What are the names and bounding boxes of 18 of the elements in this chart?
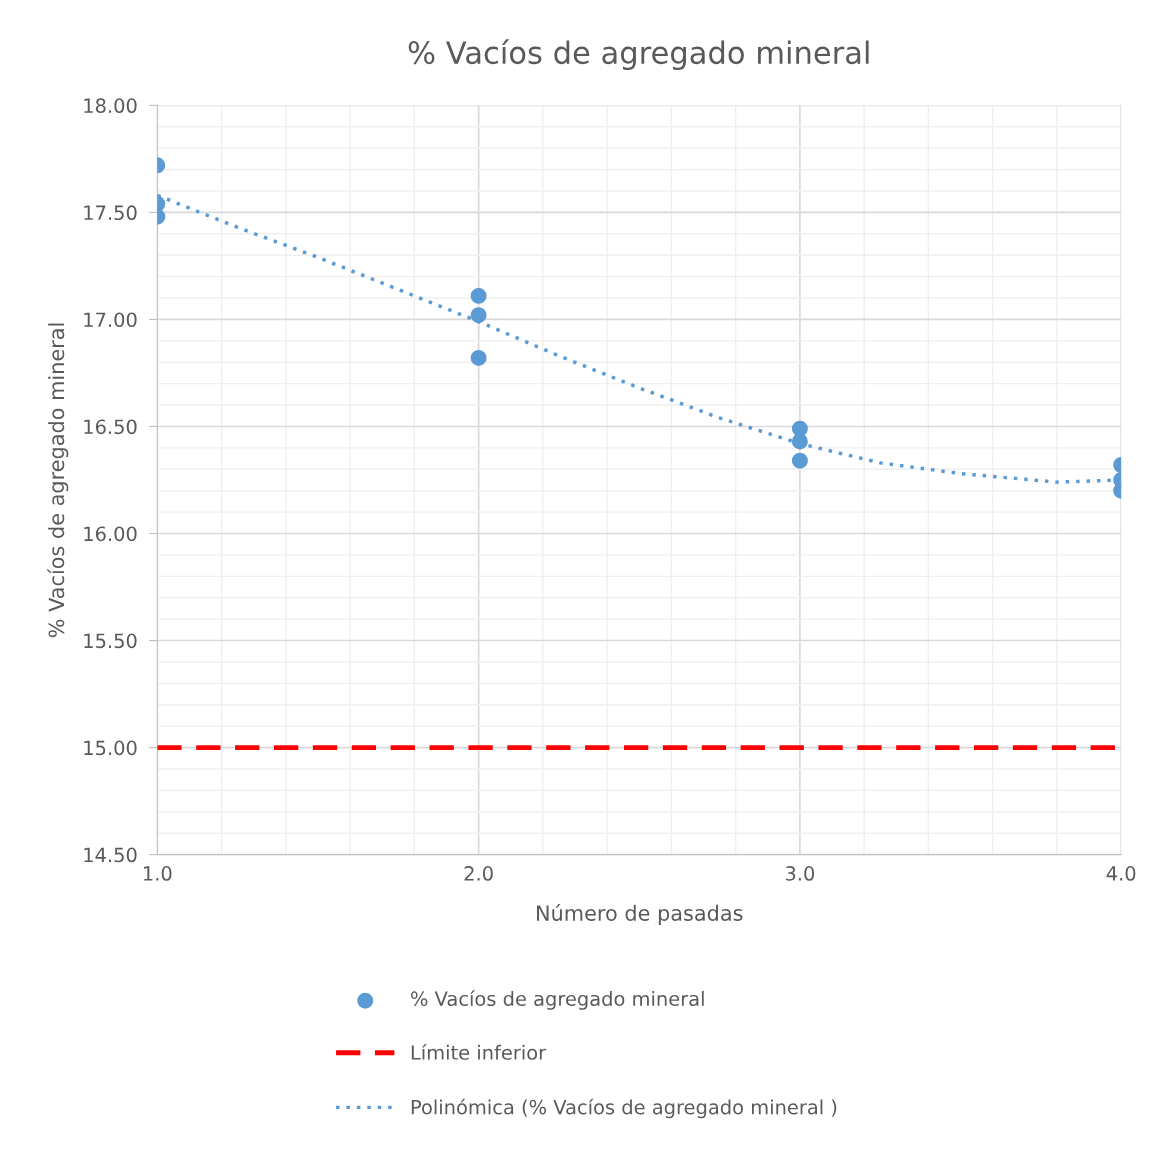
y-tick-label: 15.00 — [84, 740, 137, 756]
y-tick-label: 15.50 — [84, 633, 137, 649]
chart-title: % Vacíos de agregado mineral — [408, 39, 869, 71]
y-tick-label: 16.50 — [84, 419, 137, 435]
y-tick-label: 16.00 — [84, 526, 137, 542]
x-tick-label: 2.0 — [464, 866, 493, 881]
y-tick-label: 14.50 — [84, 847, 137, 863]
legend-label: % Vacíos de agregado mineral — [411, 990, 704, 1010]
x-axis-title: Número de pasadas — [537, 903, 743, 925]
x-tick-label: 1.0 — [143, 866, 172, 881]
legend-label: Límite inferior — [411, 1044, 547, 1060]
y-tick-label: 17.00 — [84, 312, 137, 328]
y-tick-label: 17.50 — [84, 205, 137, 221]
legend-label: Polinómica (% Vacíos de agregado mineral ) — [411, 1098, 837, 1119]
y-tick-label: 18.00 — [84, 98, 137, 114]
y-axis-title: % Vacíos de agregado mineral — [47, 323, 69, 638]
x-tick-label: 4.0 — [1106, 866, 1136, 881]
x-tick-label: 3.0 — [785, 866, 815, 881]
